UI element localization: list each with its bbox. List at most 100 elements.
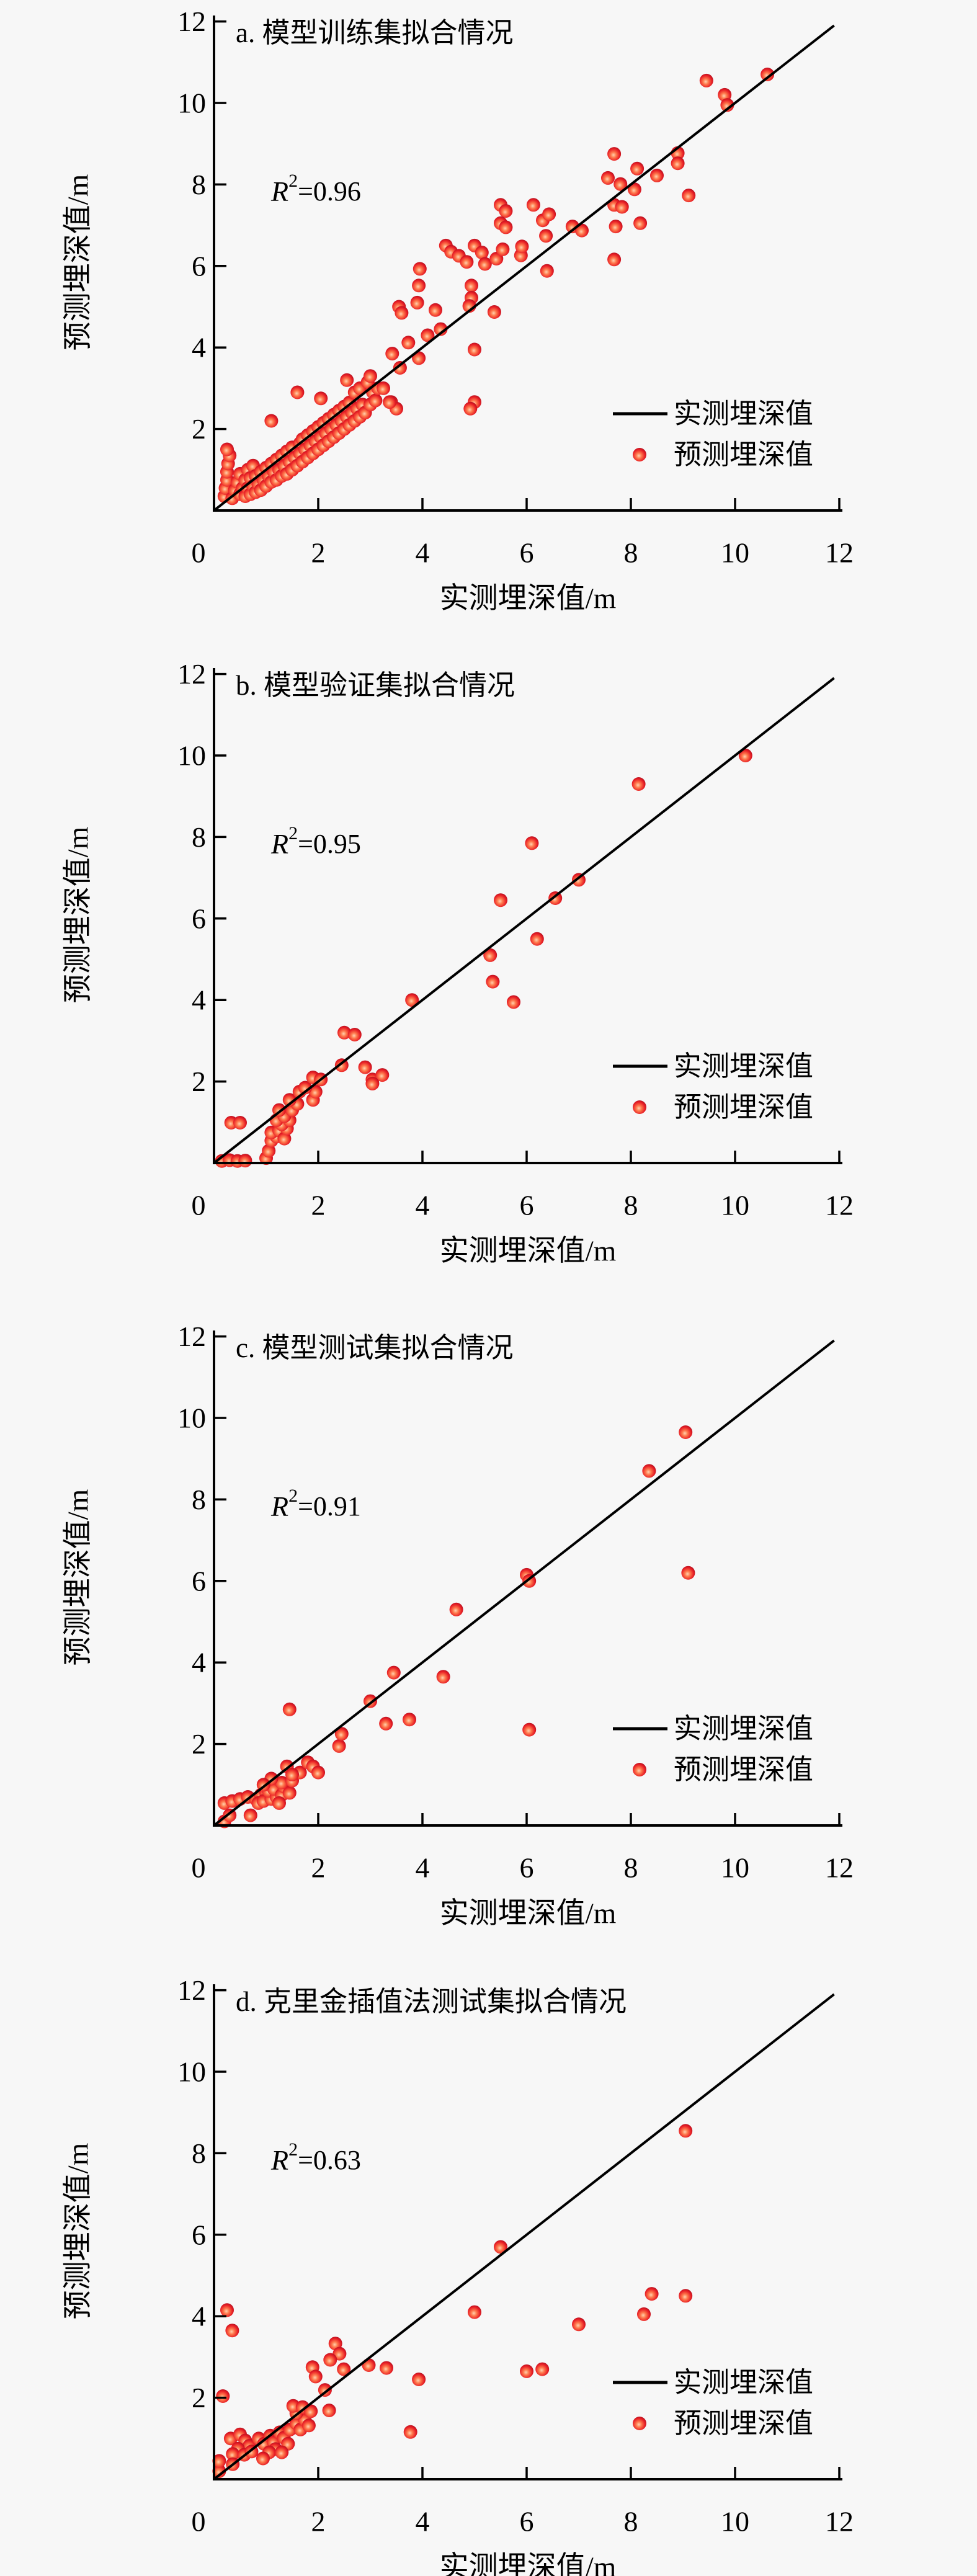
y-tick-label: 2 <box>192 1066 206 1097</box>
identity-line <box>213 24 835 512</box>
panel-title: c. 模型测试集拟合情况 <box>236 1332 513 1363</box>
data-point <box>311 1765 325 1780</box>
data-point <box>434 322 448 336</box>
panel-title: d. 克里金插值法测试集拟合情况 <box>236 1986 627 2017</box>
data-point <box>499 220 513 234</box>
y-tick-label: 8 <box>192 169 206 200</box>
data-point <box>421 328 435 342</box>
data-point <box>575 223 589 238</box>
data-point <box>285 1767 299 1781</box>
data-point <box>264 414 279 428</box>
scatter-points <box>215 749 752 1168</box>
data-point <box>377 381 390 395</box>
data-point <box>272 1796 286 1810</box>
data-point <box>256 2451 270 2466</box>
data-point <box>679 2289 693 2303</box>
data-point <box>699 73 713 87</box>
x-axis-title: 实测埋深值/m <box>440 2551 617 2576</box>
data-point <box>365 1076 380 1090</box>
data-point <box>332 1739 346 1753</box>
data-point <box>393 361 407 375</box>
data-point <box>487 305 501 319</box>
legend-point-sample <box>633 1100 646 1114</box>
x-axis-title: 实测埋深值/m <box>440 1897 617 1930</box>
data-point <box>403 2425 417 2439</box>
data-point <box>380 2361 393 2375</box>
data-point <box>520 2364 533 2378</box>
data-point <box>220 2303 234 2317</box>
data-point <box>412 351 426 365</box>
data-point <box>395 306 409 320</box>
legend-line-label: 实测埋深值 <box>674 2367 813 2398</box>
y-tick-label: 4 <box>192 984 206 1016</box>
y-tick-label: 8 <box>192 1484 206 1515</box>
y-tick-label: 8 <box>192 821 206 853</box>
data-point <box>412 279 426 293</box>
data-point <box>682 189 696 203</box>
data-point <box>212 2454 226 2468</box>
data-point <box>275 1776 289 1789</box>
x-tick-label: 4 <box>416 537 430 569</box>
data-point <box>720 98 734 112</box>
data-point <box>522 1723 537 1737</box>
legend-point-label: 预测埋深值 <box>674 2408 813 2439</box>
data-point <box>630 161 645 176</box>
data-point <box>323 2353 337 2367</box>
data-point <box>499 204 513 218</box>
data-point <box>468 342 481 357</box>
data-point <box>738 749 752 762</box>
x-tick-label: 6 <box>520 1190 534 1221</box>
x-tick-label: 12 <box>825 2506 854 2538</box>
x-tick-label: 10 <box>721 537 749 569</box>
data-point <box>318 2383 332 2397</box>
x-tick-label: 8 <box>624 1852 638 1884</box>
data-point <box>507 995 520 1009</box>
data-point <box>379 1716 393 1731</box>
data-point <box>542 207 556 221</box>
data-point <box>761 68 775 81</box>
y-tick-label: 12 <box>177 6 206 37</box>
y-tick-label: 6 <box>192 902 206 934</box>
x-tick-label: 0 <box>192 1190 206 1221</box>
data-point <box>225 2324 239 2338</box>
data-point <box>337 1025 351 1040</box>
data-point <box>308 2369 323 2384</box>
data-point <box>282 1786 297 1800</box>
data-point <box>465 279 478 293</box>
y-tick-label: 2 <box>192 1728 206 1760</box>
x-axis-title: 实测埋深值/m <box>440 1235 617 1267</box>
panel-title: a. 模型训练集拟合情况 <box>236 17 513 48</box>
legend-point-sample <box>633 2417 646 2430</box>
identity-line <box>213 1339 835 1827</box>
x-tick-label: 2 <box>311 1190 326 1221</box>
panel-d: 0 2 4 6 8 10 12 2 4 6 8 10 12 d. 克里金插值法测试集拟合情况 R2=0.63… <box>62 1974 854 2576</box>
x-tick-label: 4 <box>416 1852 430 1884</box>
r-squared-label: R2=0.63 <box>270 2139 361 2176</box>
data-point <box>483 948 497 962</box>
y-tick-label: 6 <box>192 1565 206 1597</box>
data-point <box>494 2240 507 2254</box>
y-tick-label: 8 <box>192 2137 206 2169</box>
y-tick-label: 10 <box>177 2056 206 2088</box>
y-tick-label: 6 <box>192 250 206 282</box>
data-point <box>540 264 554 278</box>
scatter-points <box>212 2124 693 2478</box>
panel-c: 0 2 4 6 8 10 12 2 4 6 8 10 12 c. 模型测试集拟合情况 R2=0.91 实测埋深… <box>62 1321 854 1930</box>
y-tick-label: 2 <box>192 413 206 445</box>
data-point <box>226 2447 240 2461</box>
data-point <box>347 1028 362 1041</box>
y-tick-label: 4 <box>192 332 206 363</box>
data-point <box>679 2124 693 2138</box>
data-point <box>681 1566 695 1580</box>
data-point <box>401 336 416 350</box>
data-point <box>478 257 492 271</box>
data-point <box>645 2287 659 2301</box>
x-tick-label: 12 <box>825 1852 854 1884</box>
x-tick-label: 6 <box>520 2506 534 2538</box>
x-tick-label: 6 <box>520 1852 534 1884</box>
data-point <box>615 200 629 214</box>
data-point <box>403 1713 416 1727</box>
y-tick-label: 10 <box>177 1402 206 1434</box>
